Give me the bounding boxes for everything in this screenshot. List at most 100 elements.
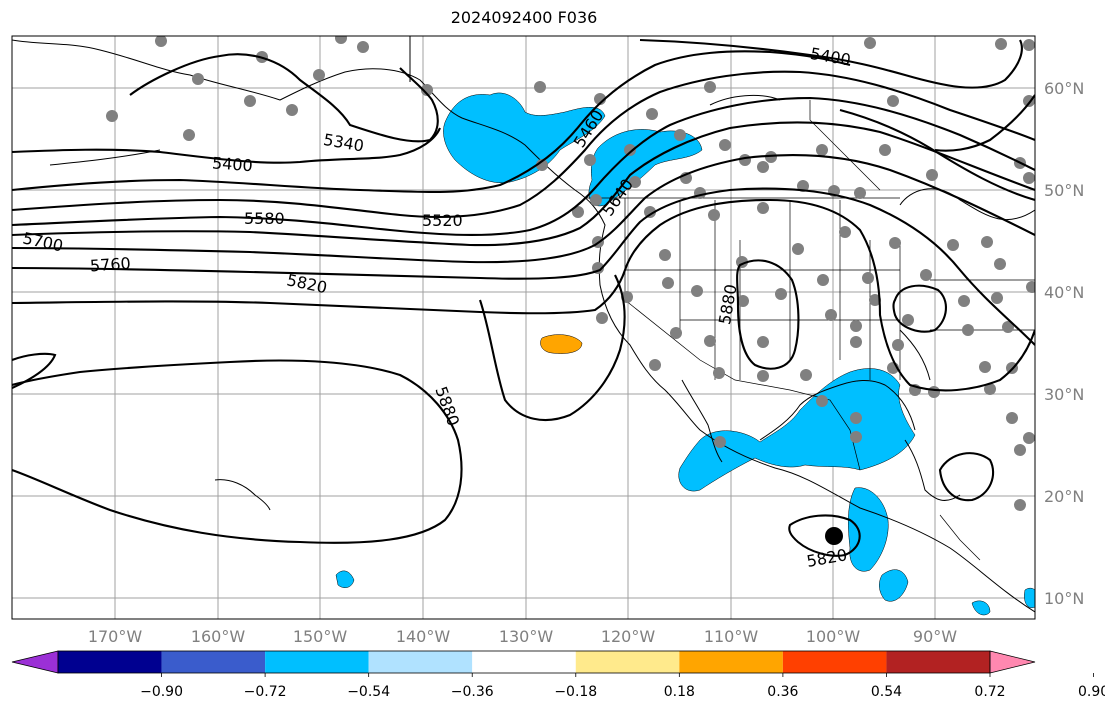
station-dot	[757, 336, 769, 348]
contour-5880-four-corners	[736, 259, 800, 370]
contour-5820-ohio	[892, 284, 947, 333]
station-dot	[644, 206, 656, 218]
latitude-label: 10°N	[1044, 589, 1084, 608]
station-dot	[920, 269, 932, 281]
station-dot	[691, 285, 703, 297]
contour-label: 5400	[211, 153, 253, 175]
station-dot	[1002, 321, 1014, 333]
station-dot	[850, 412, 862, 424]
longitude-label: 100°W	[806, 627, 861, 646]
station-dot	[313, 69, 325, 81]
station-dot	[536, 159, 548, 171]
station-dot	[902, 314, 914, 326]
station-dot	[1023, 432, 1035, 444]
station-dot	[816, 144, 828, 156]
contour-5700	[12, 154, 1035, 264]
latitude-label: 40°N	[1044, 283, 1084, 302]
map-border	[11, 35, 1036, 620]
colorbar-tick-label: −0.36	[451, 684, 494, 700]
longitude-label: 140°W	[396, 627, 451, 646]
contour-5820-mexico	[788, 514, 861, 557]
station-dot	[106, 110, 118, 122]
map-title: 2024092400 F036	[450, 8, 598, 27]
station-dot	[775, 288, 787, 300]
station-dot	[869, 294, 881, 306]
station-dot	[958, 295, 970, 307]
colorbar-frame	[57, 650, 991, 674]
station-dot	[594, 93, 606, 105]
station-dot	[817, 274, 829, 286]
longitude-labels: 170°W 160°W 150°W 140°W 130°W 120°W 110°W 100°W…	[88, 627, 957, 646]
station-dot	[286, 104, 298, 116]
station-dot	[879, 144, 891, 156]
shade-south-mexico	[848, 487, 889, 572]
colorbar-extend-low	[11, 650, 59, 674]
station-dot	[889, 237, 901, 249]
shade-mexico-texas	[678, 368, 916, 492]
station-dot	[995, 38, 1007, 50]
station-dot	[421, 84, 433, 96]
colorbar-segment	[575, 651, 680, 673]
station-dot	[816, 395, 828, 407]
station-dot	[704, 335, 716, 347]
colorbar-tick-label: 0.36	[767, 684, 798, 700]
colorbar: −0.90 −0.72 −0.54 −0.36 −0.18 0.18 0.36 0.54 0.7…	[11, 650, 1105, 700]
height-contours	[12, 38, 1035, 557]
station-dot	[800, 369, 812, 381]
contour-5880-east	[479, 274, 626, 422]
station-dot	[572, 206, 584, 218]
latitude-label: 60°N	[1044, 79, 1084, 98]
station-dot	[708, 209, 720, 221]
contour-5520	[12, 70, 1035, 219]
station-dot	[714, 436, 726, 448]
contour-5640	[12, 121, 1035, 247]
colorbar-tick-label: 0.90	[1078, 684, 1105, 700]
station-dot	[1023, 39, 1035, 51]
station-dot	[737, 295, 749, 307]
station-dot	[757, 202, 769, 214]
contour-5400-west	[12, 127, 441, 164]
contour-label: 5580	[244, 209, 285, 228]
shade-central-am	[971, 600, 991, 616]
station-dot	[739, 154, 751, 166]
coastlines	[12, 36, 1035, 613]
borders	[585, 100, 1035, 561]
shade-orange-socal	[540, 334, 583, 354]
station-dot	[335, 36, 347, 44]
colorbar-tick-label: 0.18	[664, 684, 695, 700]
station-dot	[850, 431, 862, 443]
colorbar-segment	[368, 651, 473, 673]
colorbar-segment	[58, 651, 162, 673]
contour-5340-east	[934, 94, 1035, 152]
station-dot	[892, 339, 904, 351]
latitude-label: 30°N	[1044, 385, 1084, 404]
contour-5880-main	[12, 359, 463, 544]
shade-guatemala	[879, 569, 909, 602]
colorbar-tick-label: −0.54	[347, 684, 390, 700]
station-dot	[984, 383, 996, 395]
shade-caribbean	[1024, 587, 1035, 608]
contour-5400-east	[639, 38, 1023, 89]
colorbar-tick-label: 0.72	[974, 684, 1005, 700]
longitude-label: 110°W	[704, 627, 759, 646]
shade-gulf-alaska	[443, 92, 606, 184]
contour-5340	[129, 53, 439, 143]
station-dot	[991, 292, 1003, 304]
station-dot	[757, 161, 769, 173]
station-dot	[646, 108, 658, 120]
station-dot	[713, 367, 725, 379]
station-dot	[1014, 444, 1026, 456]
station-dot	[649, 359, 661, 371]
station-dot	[862, 272, 874, 284]
station-dot	[864, 37, 876, 49]
colorbar-extend-high	[989, 650, 1036, 674]
station-dot	[994, 258, 1006, 270]
shade-hawaii-ssw	[335, 570, 355, 588]
colorbar-segment	[782, 651, 887, 673]
station-dot	[850, 320, 862, 332]
station-dot	[839, 226, 851, 238]
colorbar-tick-label: −0.18	[554, 684, 597, 700]
station-dot	[534, 81, 546, 93]
station-dot	[624, 144, 636, 156]
colorbar-tick-label: −0.72	[244, 684, 287, 700]
